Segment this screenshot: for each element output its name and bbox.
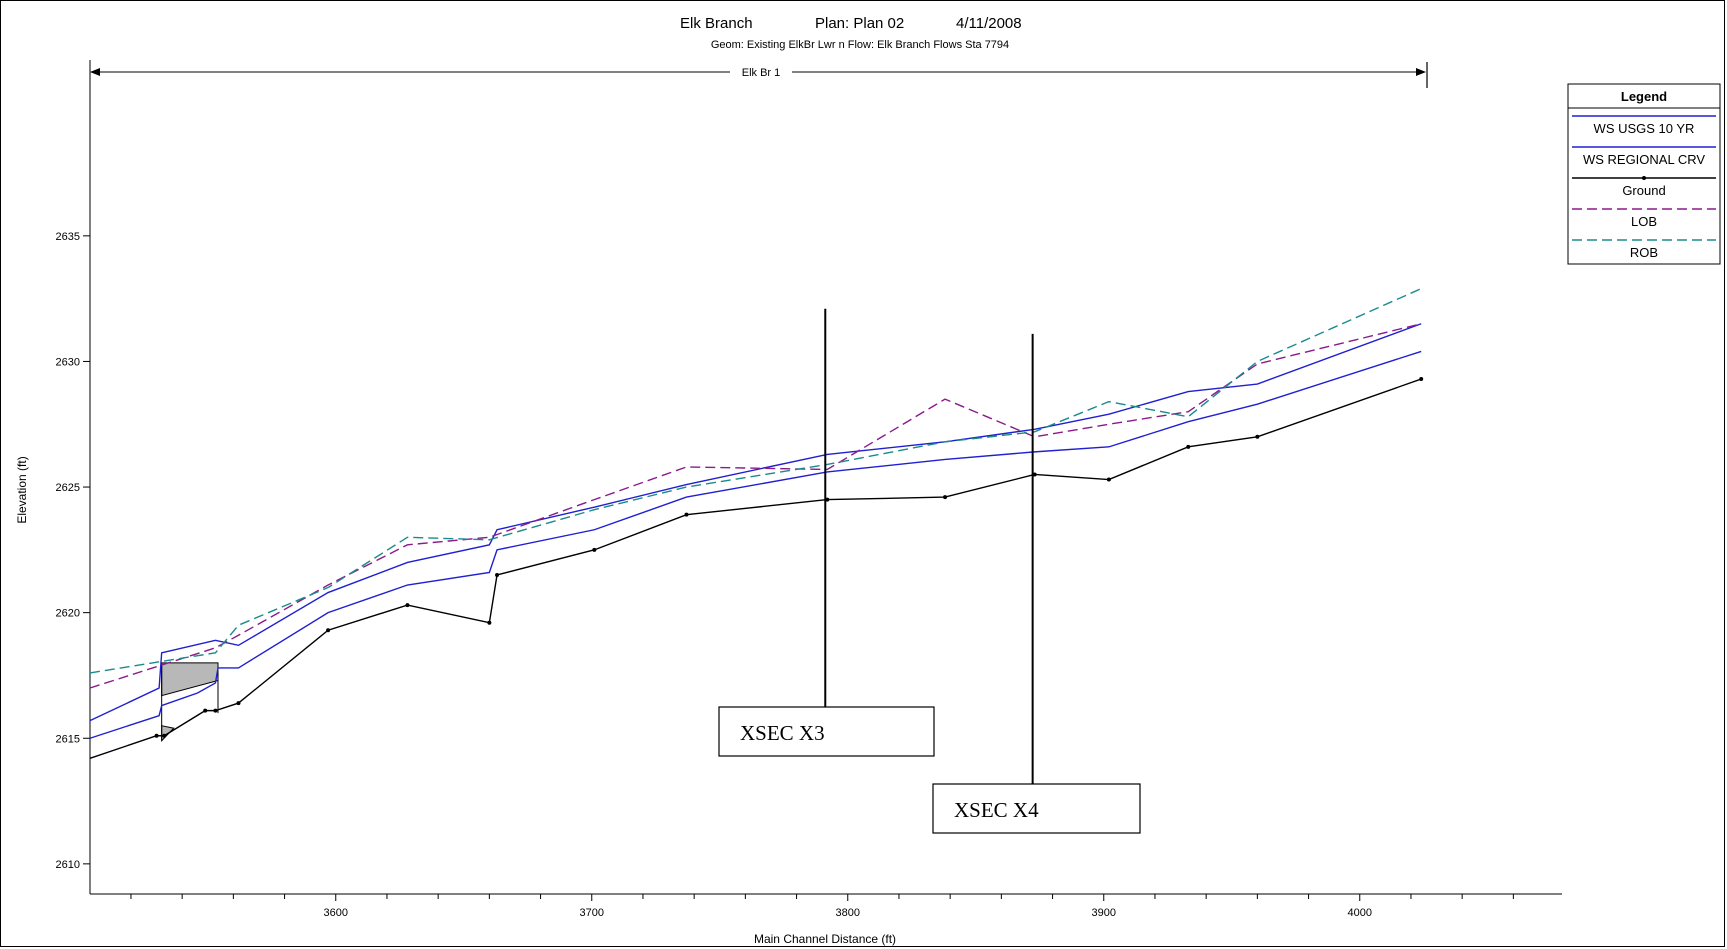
legend-entry-label: WS REGIONAL CRV bbox=[1583, 152, 1705, 167]
ground-point bbox=[592, 547, 597, 552]
legend-box bbox=[1567, 83, 1721, 265]
ground-point bbox=[943, 495, 948, 500]
y-tick-group: 2610 2615 2620 2625 2630 2635 bbox=[56, 231, 90, 871]
chart-title: Elk Branch bbox=[680, 15, 753, 32]
series-line-ws-usgs-10-yr bbox=[89, 323, 1422, 722]
legend-marker bbox=[1642, 176, 1646, 180]
x-tick-label: 3600 bbox=[324, 907, 348, 919]
ground-point bbox=[405, 603, 410, 608]
legend: Legend WS USGS 10 YR WS REGIONAL CRV Groun… bbox=[1567, 83, 1721, 265]
xsec-callout-label: XSEC X4 bbox=[954, 798, 1039, 822]
ground-point bbox=[203, 708, 208, 713]
y-tick-label: 2635 bbox=[56, 231, 80, 243]
legend-entry-label: ROB bbox=[1630, 245, 1658, 260]
chart-subtitle: Geom: Existing ElkBr Lwr n Flow: Elk Bra… bbox=[711, 39, 1009, 51]
ground-point bbox=[326, 628, 331, 633]
chart-title-date: 4/11/2008 bbox=[956, 15, 1022, 32]
ground-point bbox=[1255, 434, 1260, 439]
ground-point bbox=[154, 733, 159, 738]
series-line-ws-regional-crv bbox=[89, 350, 1422, 739]
y-tick-label: 2625 bbox=[56, 482, 80, 494]
chart-title-plan: Plan: Plan 02 bbox=[815, 15, 904, 32]
y-tick-label: 2620 bbox=[56, 608, 80, 620]
series-line-rob bbox=[89, 287, 1422, 674]
x-axis-label: Main Channel Distance (ft) bbox=[754, 932, 896, 946]
bridge-structure bbox=[161, 662, 219, 743]
x-tick-label: 3900 bbox=[1092, 907, 1116, 919]
ground-point bbox=[1106, 477, 1111, 482]
legend-entries: WS USGS 10 YR WS REGIONAL CRV Ground LOB ROB bbox=[1572, 115, 1716, 260]
reach-label: Elk Br 1 bbox=[742, 67, 781, 79]
ground-point bbox=[1419, 377, 1424, 382]
ground-point bbox=[162, 733, 167, 738]
x-tick-group: 3600 3700 3800 3900 4000 bbox=[130, 894, 1514, 919]
legend-entry-label: LOB bbox=[1631, 214, 1657, 229]
bridge-deck bbox=[161, 662, 219, 697]
x-tick-label: 3700 bbox=[580, 907, 604, 919]
legend-title: Legend bbox=[1621, 89, 1667, 104]
ground-point bbox=[495, 572, 500, 577]
series-group bbox=[89, 287, 1424, 760]
y-axis-label: Elevation (ft) bbox=[15, 456, 29, 523]
reference-line-group: XSEC X3 XSEC X4 bbox=[718, 308, 1141, 834]
series-line-lob bbox=[89, 323, 1422, 689]
x-tick-label: 4000 bbox=[1348, 907, 1372, 919]
y-tick-label: 2630 bbox=[56, 356, 80, 368]
xsec-callout-label: XSEC X3 bbox=[740, 721, 825, 745]
ground-point bbox=[1186, 444, 1191, 449]
ground-point bbox=[213, 708, 218, 713]
x-tick-label: 3800 bbox=[836, 907, 860, 919]
legend-entry-label: WS USGS 10 YR bbox=[1594, 121, 1695, 136]
y-tick-label: 2610 bbox=[56, 859, 80, 871]
ground-point bbox=[487, 620, 492, 625]
xsec-callout-box bbox=[932, 783, 1141, 834]
legend-entry-label: Ground bbox=[1622, 183, 1665, 198]
ground-point bbox=[236, 701, 241, 706]
series-line-ground bbox=[89, 378, 1422, 760]
xsec-callout-box bbox=[718, 706, 935, 757]
y-tick-label: 2615 bbox=[56, 733, 80, 745]
ground-point bbox=[684, 512, 689, 517]
